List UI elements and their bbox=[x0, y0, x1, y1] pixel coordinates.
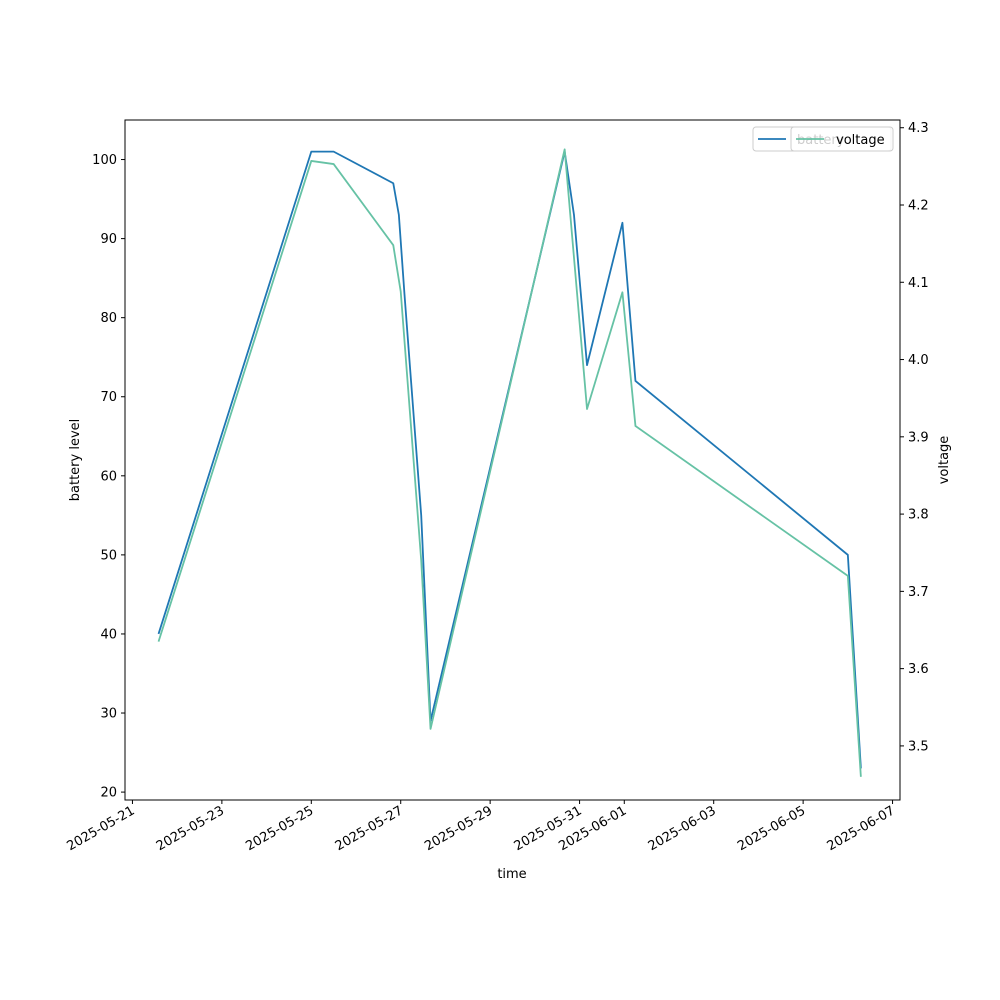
y-right-tick-label: 3.7 bbox=[908, 585, 929, 600]
y-right-axis: 3.5 3.6 3.7 3.8 3.9 4.0 4.1 4.2 4.3 bbox=[900, 121, 929, 754]
x-tick-label: 2025-05-25 bbox=[243, 803, 316, 854]
x-axis-label: time bbox=[497, 867, 526, 882]
y-left-tick-label: 70 bbox=[100, 390, 117, 405]
legend-voltage-box bbox=[790, 126, 894, 152]
y-left-tick-label: 30 bbox=[100, 707, 117, 722]
y-right-tick-label: 4.2 bbox=[908, 199, 929, 214]
y-right-tick-label: 3.9 bbox=[908, 430, 929, 445]
y-left-tick-label: 80 bbox=[100, 311, 117, 326]
x-tick-label: 2025-05-23 bbox=[154, 803, 227, 854]
y-right-tick-label: 4.1 bbox=[908, 276, 929, 291]
x-axis: 2025-05-21 2025-05-23 2025-05-25 2025-05-27… bbox=[65, 800, 898, 854]
y-left-axis: 20 30 40 50 60 70 80 90 100 bbox=[92, 153, 125, 801]
x-tick-label: 2025-06-03 bbox=[646, 803, 719, 854]
series-line-voltage bbox=[157, 148, 862, 777]
legend-voltage: voltage bbox=[790, 126, 894, 152]
y-left-tick-label: 40 bbox=[100, 627, 117, 642]
y-left-tick-label: 100 bbox=[92, 153, 117, 168]
x-tick-label: 2025-05-21 bbox=[65, 803, 138, 854]
x-tick-label: 2025-06-05 bbox=[735, 803, 808, 854]
y-left-tick-label: 50 bbox=[100, 548, 117, 563]
y-left-tick-label: 90 bbox=[100, 232, 117, 247]
x-tick-label: 2025-05-27 bbox=[333, 803, 406, 854]
y-right-tick-label: 4.3 bbox=[908, 121, 929, 136]
y-left-tick-label: 20 bbox=[100, 786, 117, 801]
y-left-axis-label: battery level bbox=[68, 419, 83, 502]
y-right-tick-label: 4.0 bbox=[908, 353, 929, 368]
plot-frame bbox=[124, 119, 901, 801]
legend-voltage-label: voltage bbox=[836, 133, 885, 148]
plot-area bbox=[125, 120, 900, 800]
y-right-tick-label: 3.5 bbox=[908, 739, 929, 754]
y-right-axis-label: voltage bbox=[937, 436, 952, 485]
y-right-tick-label: 3.8 bbox=[908, 508, 929, 523]
x-tick-label: 2025-06-07 bbox=[825, 803, 898, 854]
x-tick-label: 2025-05-29 bbox=[422, 803, 495, 854]
y-left-tick-label: 60 bbox=[100, 469, 117, 484]
y-right-tick-label: 3.6 bbox=[908, 662, 929, 677]
series-layer bbox=[157, 148, 862, 777]
